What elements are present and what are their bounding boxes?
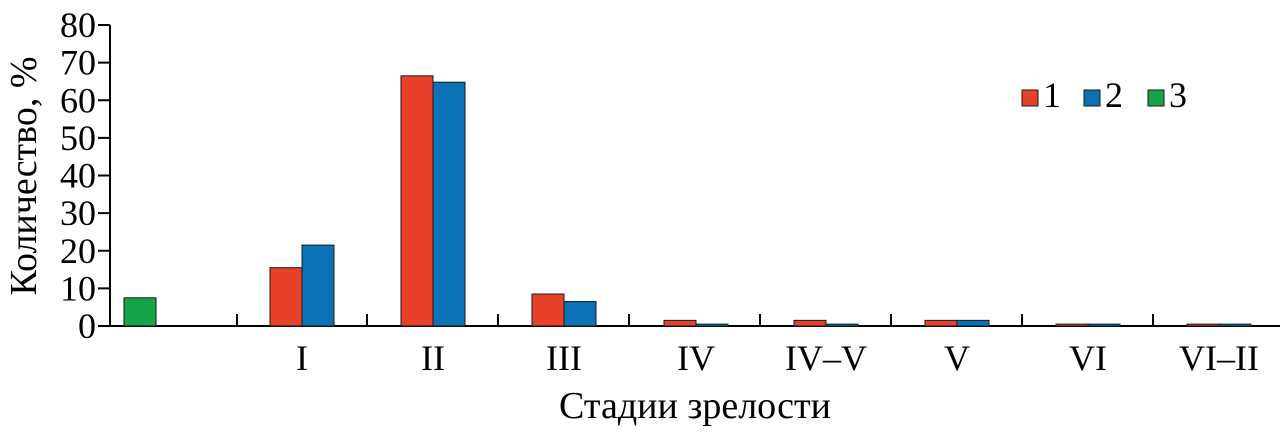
bar-series-2-cat-4 bbox=[695, 323, 729, 327]
bar-series-2-cat-6 bbox=[956, 319, 990, 327]
bar-series-1-cat-2 bbox=[400, 75, 434, 327]
y-tick-label: 50 bbox=[60, 118, 96, 158]
y-tick-label: 40 bbox=[60, 156, 96, 196]
x-tick-label: IV bbox=[677, 338, 715, 378]
legend-label-3: 3 bbox=[1169, 75, 1187, 115]
y-tick-label: 10 bbox=[60, 268, 96, 308]
x-tick-label: I bbox=[296, 338, 308, 378]
bar-series-1-cat-6 bbox=[924, 319, 958, 327]
bar-series-1-cat-4 bbox=[663, 319, 697, 327]
y-tick-label: 0 bbox=[78, 306, 96, 346]
legend-swatch-3 bbox=[1147, 89, 1165, 107]
y-tick-label: 70 bbox=[60, 43, 96, 83]
bar-series-2-cat-2 bbox=[432, 81, 466, 327]
bar-series-2-cat-3 bbox=[563, 301, 597, 327]
y-tick-label: 60 bbox=[60, 80, 96, 120]
x-tick-label: III bbox=[546, 338, 582, 378]
legend: 1 2 3 bbox=[1021, 75, 1187, 115]
x-tick-label: VI bbox=[1069, 338, 1107, 378]
legend-label-1: 1 bbox=[1043, 75, 1061, 115]
x-tick-label: II bbox=[421, 338, 445, 378]
legend-swatch-2 bbox=[1083, 89, 1101, 107]
bar-series-2-cat-1 bbox=[301, 244, 335, 327]
y-tick-label: 20 bbox=[60, 231, 96, 271]
category-labels: I II III IV IV–V V VI VI–II bbox=[296, 338, 1259, 378]
x-tick-label: IV–V bbox=[785, 338, 867, 378]
y-tick-label: 30 bbox=[60, 193, 96, 233]
bar-series-1-cat-3 bbox=[531, 293, 565, 327]
legend-label-2: 2 bbox=[1105, 75, 1123, 115]
bars bbox=[123, 75, 1252, 327]
x-axis-title: Стадии зрелости bbox=[559, 385, 831, 427]
bar-series-1-cat-8 bbox=[1186, 323, 1220, 327]
legend-swatch-1 bbox=[1021, 89, 1039, 107]
x-tick-label: V bbox=[944, 338, 970, 378]
bar-series-1-cat-7 bbox=[1055, 323, 1089, 327]
y-tick-label: 80 bbox=[60, 5, 96, 45]
bar-series-2-cat-5 bbox=[825, 323, 859, 327]
bar-series-1-cat-5 bbox=[793, 319, 827, 327]
y-axis-title: Количество, % bbox=[3, 57, 45, 296]
bar-series-2-cat-7 bbox=[1087, 323, 1121, 327]
bar-series-2-cat-8 bbox=[1218, 323, 1252, 327]
x-tick-label: VI–II bbox=[1179, 338, 1259, 378]
bar-series-1-cat-1 bbox=[269, 267, 303, 327]
bar-series-3-cat-0 bbox=[123, 297, 157, 327]
